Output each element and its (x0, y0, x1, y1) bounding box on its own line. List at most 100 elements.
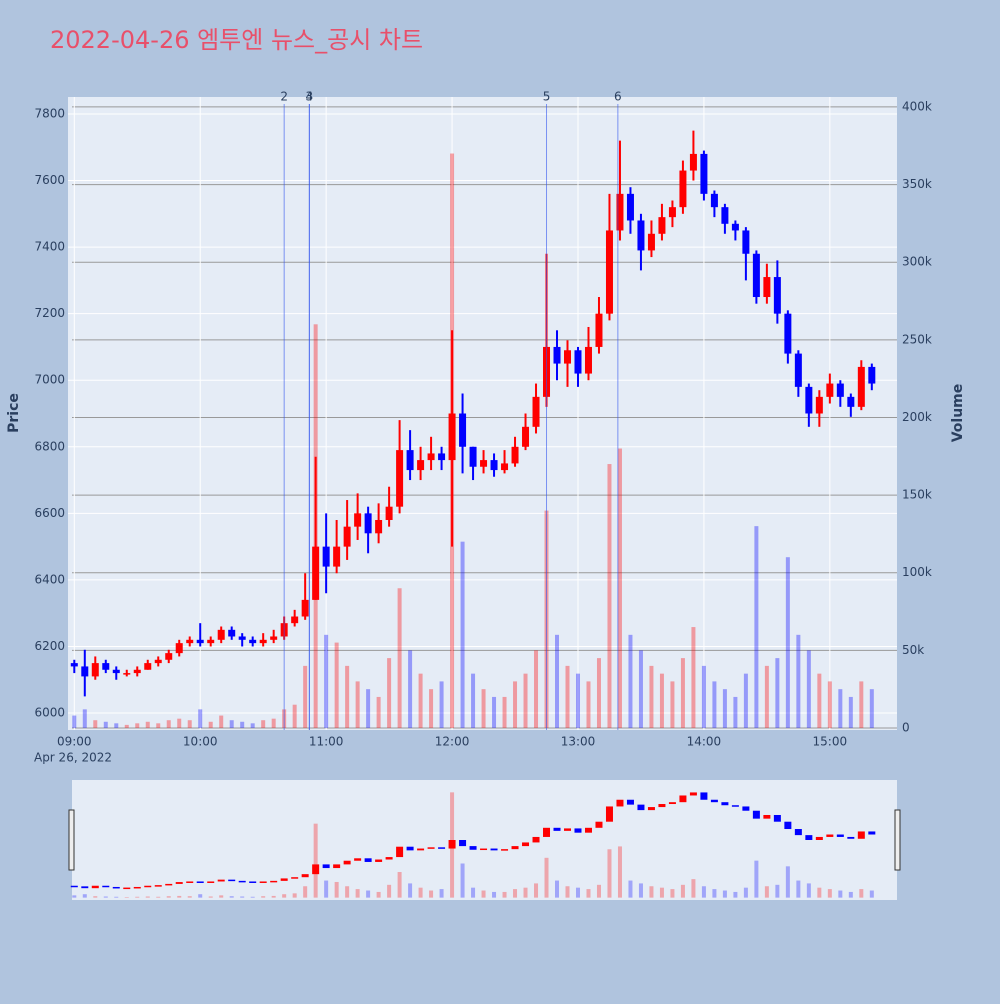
candle-body (689, 153, 697, 171)
mini-candle-body (301, 874, 309, 878)
mini-volume-bar (848, 891, 853, 898)
mini-volume-bar (555, 880, 560, 898)
candle-body (847, 396, 855, 407)
mini-candle-body (752, 810, 760, 819)
mini-candle-body (322, 864, 330, 869)
mini-candle-body (343, 860, 351, 865)
y2-axis-title: Volume (950, 384, 966, 443)
candle-body (595, 313, 603, 347)
mini-volume-bar (691, 879, 696, 898)
mini-volume-bar (229, 896, 234, 898)
volume-bar (460, 541, 465, 728)
candle-body (742, 230, 750, 254)
volume-bar (638, 650, 643, 728)
volume-bar (198, 709, 203, 728)
x-date-label: Apr 26, 2022 (34, 751, 112, 765)
mini-candle-body (102, 885, 110, 888)
mini-candle-body (144, 885, 152, 888)
y2-tick-label: 250k (902, 332, 932, 346)
mini-volume-bar (586, 889, 591, 898)
mini-candle-body (312, 864, 320, 875)
candle-body (154, 659, 162, 664)
y2-tick-label: 400k (902, 99, 932, 113)
candle-body (553, 346, 561, 364)
mini-candle-body (490, 848, 498, 851)
mini-volume-bar (754, 860, 759, 898)
mini-volume-bar (817, 887, 822, 898)
mini-candle-body (805, 835, 813, 840)
mini-candle-body (763, 814, 771, 819)
volume-bar (754, 526, 759, 728)
mini-candle-body (154, 885, 162, 887)
volume-bar (764, 665, 769, 728)
candle-body (459, 413, 467, 447)
volume-bar (303, 665, 308, 728)
mini-volume-bar (282, 894, 287, 898)
candle-body (228, 629, 236, 637)
mini-volume-bar (680, 884, 685, 898)
volume-bar (513, 681, 518, 728)
mini-candle-body (280, 878, 288, 881)
volume-bar (429, 689, 434, 728)
volume-bar (796, 634, 801, 728)
volume-bar (722, 689, 727, 728)
mini-candle-body (563, 828, 571, 831)
mini-candle-body (217, 879, 225, 882)
candle-body (165, 653, 173, 660)
mini-volume-bar (187, 896, 192, 898)
candle-body (605, 230, 613, 314)
candle-body (480, 460, 488, 467)
x-tick-label: 09:00 (57, 735, 92, 749)
mini-candle-body (532, 836, 540, 843)
candle-body (668, 207, 676, 218)
candle-body (196, 639, 204, 644)
mini-volume-bar (250, 896, 255, 898)
mini-candle-body (553, 827, 561, 831)
candle-body (490, 460, 498, 471)
y-tick-label: 7800 (34, 106, 65, 120)
mini-candle-body (511, 846, 519, 850)
slider-handle-left[interactable] (68, 809, 75, 871)
volume-bar (555, 634, 560, 728)
mini-volume-bar (523, 887, 528, 898)
x-tick-label: 11:00 (309, 735, 344, 749)
mini-candle-body (364, 858, 372, 862)
mini-candle-body (847, 836, 855, 839)
y-axis-title: Price (6, 393, 22, 433)
mini-candle-body (385, 857, 393, 860)
mini-candle-body (773, 814, 781, 822)
mini-candle-body (112, 886, 120, 889)
mini-volume-bar (114, 896, 119, 898)
mini-candle-body (228, 879, 236, 882)
y-tick-label: 7000 (34, 373, 65, 387)
mini-candle-body (647, 807, 655, 811)
mini-volume-bar (429, 890, 434, 898)
candle-body (501, 463, 509, 471)
candle-body (91, 663, 99, 677)
mini-volume-bar (72, 895, 77, 898)
mini-candle-body (815, 836, 823, 840)
volume-bar (408, 650, 413, 728)
mini-volume-bar (796, 880, 801, 898)
mini-volume-bar (513, 889, 518, 898)
y2-tick-label: 200k (902, 410, 932, 424)
volume-bar (523, 673, 528, 728)
mini-volume-bar (617, 846, 622, 898)
mini-candle-body (794, 829, 802, 836)
mini-volume-bar (208, 896, 213, 898)
candle-body (469, 446, 477, 467)
mini-candle-body (658, 804, 666, 808)
volume-bar (859, 681, 864, 728)
mini-volume-bar (418, 887, 423, 898)
volume-bar (219, 715, 224, 728)
candle-body (322, 546, 330, 567)
candle-body (857, 366, 865, 407)
range-slider[interactable] (72, 780, 897, 900)
plot-area (68, 97, 897, 730)
mini-volume-bar (387, 884, 392, 898)
candle-body (763, 277, 771, 298)
x-tick-label: 12:00 (435, 735, 470, 749)
mini-candle-body (133, 886, 141, 889)
candle-body (312, 546, 320, 600)
slider-handle-right[interactable] (894, 809, 901, 871)
